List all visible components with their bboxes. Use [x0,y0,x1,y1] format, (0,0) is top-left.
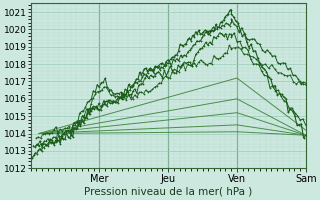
X-axis label: Pression niveau de la mer( hPa ): Pression niveau de la mer( hPa ) [84,187,252,197]
